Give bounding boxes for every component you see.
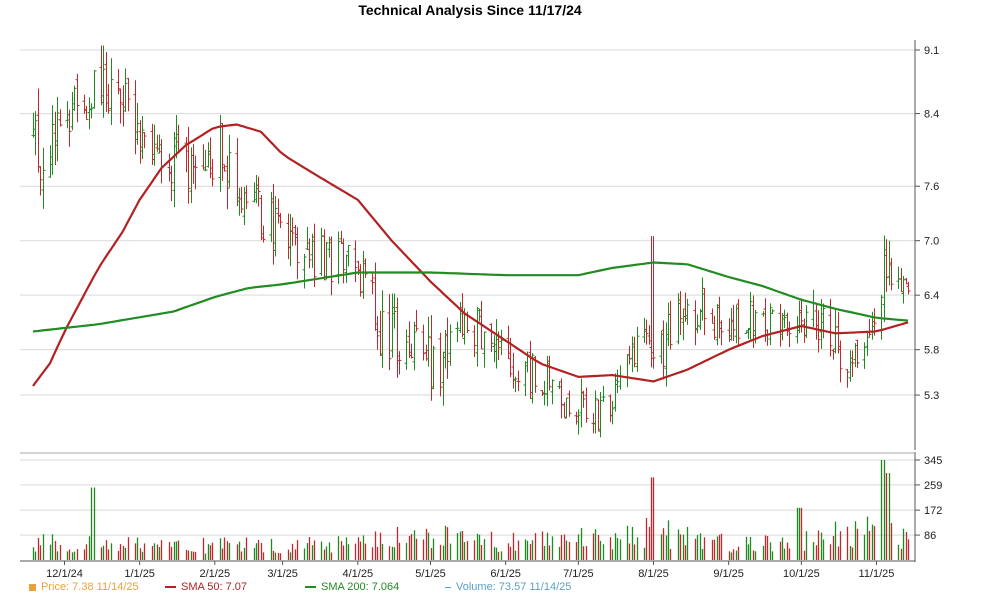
y-tick-label: 9.1 <box>924 45 939 57</box>
sma-lines <box>32 123 909 387</box>
price-gridlines <box>20 49 920 396</box>
sma200-line <box>32 261 909 333</box>
price-marker-icon <box>29 583 36 591</box>
legend-volume: Volume: 73.57 11/14/25 <box>445 581 571 593</box>
x-tick-label: 11/1/25 <box>859 568 895 580</box>
sma50-line <box>32 123 909 387</box>
x-tick-label: 6/1/25 <box>490 568 521 580</box>
legend-sma200-label: SMA 200: 7.064 <box>321 581 400 593</box>
y-tick-label: 7.6 <box>924 181 939 193</box>
tick-labels: 9.1 8.4 7.6 7.0 6.4 5.8 5.3 345 259 172 86 12/1/24 1… <box>46 45 942 580</box>
y-tick-label: 8.4 <box>924 109 939 121</box>
legend-sma50-label: SMA 50: 7.07 <box>181 581 248 593</box>
x-tick-label: 4/1/25 <box>342 568 373 580</box>
x-tick-label: 8/1/25 <box>638 568 669 580</box>
x-tick-label: 9/1/25 <box>713 568 744 580</box>
y-tick-label: 7.0 <box>924 236 939 248</box>
legend-price-label: Price: 7.38 11/14/25 <box>41 581 139 593</box>
x-tick-label: 3/1/25 <box>267 568 298 580</box>
volume-y-tick-label: 86 <box>924 530 936 542</box>
volume-y-tick-label: 172 <box>924 505 942 517</box>
y-tick-label: 5.8 <box>924 345 939 357</box>
x-tick-label: 1/1/25 <box>124 568 155 580</box>
y-tick-label: 5.3 <box>924 390 939 402</box>
x-tick-label: 10/1/25 <box>783 568 820 580</box>
sma50-line-icon <box>165 586 176 589</box>
chart-title: Technical Analysis Since 11/17/24 <box>358 2 582 18</box>
legend-sma200: SMA 200: 7.064 <box>305 581 399 593</box>
x-tick-label: 12/1/24 <box>46 568 83 580</box>
x-tick-label: 7/1/25 <box>563 568 594 580</box>
volume-y-tick-label: 345 <box>924 455 942 467</box>
sma200-line-icon <box>305 586 316 589</box>
axes <box>20 40 916 565</box>
y-tick-label: 6.4 <box>924 290 939 302</box>
x-tick-label: 5/1/25 <box>415 568 446 580</box>
legend-sma50: SMA 50: 7.07 <box>165 581 247 593</box>
volume-dash-icon <box>445 586 451 588</box>
volume-y-tick-label: 259 <box>924 480 942 492</box>
price-bars <box>31 45 911 438</box>
volume-gridlines <box>20 459 920 536</box>
legend: Price: 7.38 11/14/25 SMA 50: 7.07 SMA 20… <box>0 581 1000 597</box>
legend-volume-label: Volume: 73.57 11/14/25 <box>456 581 572 593</box>
x-tick-label: 2/1/25 <box>199 568 230 580</box>
volume-bars <box>32 460 910 560</box>
legend-price: Price: 7.38 11/14/25 <box>29 581 139 593</box>
